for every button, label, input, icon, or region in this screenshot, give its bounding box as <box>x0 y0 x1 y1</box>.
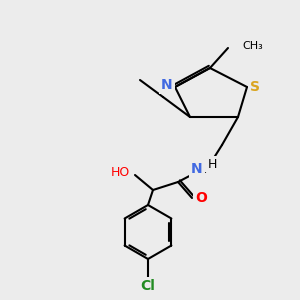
Text: N: N <box>161 78 173 92</box>
Text: CH₃: CH₃ <box>242 41 263 51</box>
Text: H: H <box>207 158 217 170</box>
Text: Cl: Cl <box>141 279 155 293</box>
Text: S: S <box>250 80 260 94</box>
Text: HO: HO <box>110 166 130 178</box>
Text: N: N <box>191 162 203 176</box>
Text: O: O <box>195 191 207 205</box>
